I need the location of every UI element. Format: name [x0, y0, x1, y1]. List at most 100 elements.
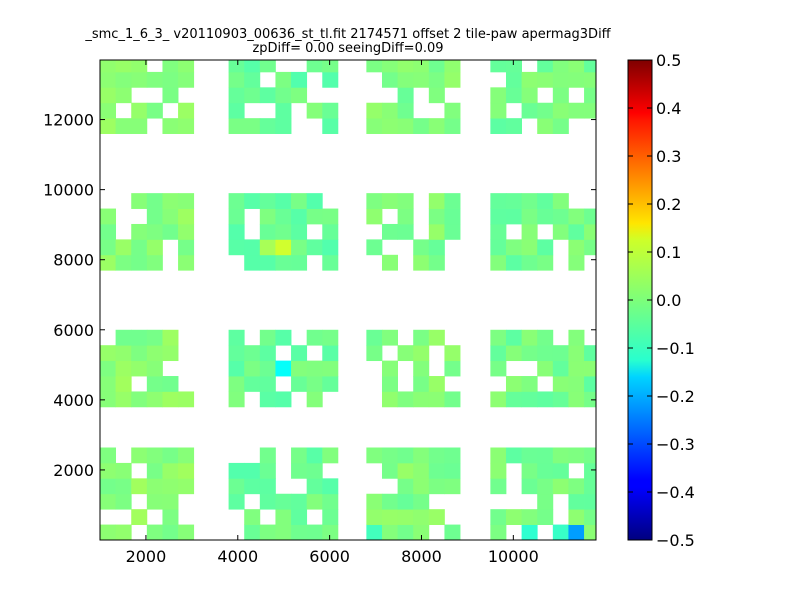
heatmap-cell [381, 360, 398, 377]
heatmap-cell [115, 239, 132, 256]
heatmap-cell [397, 509, 414, 525]
heatmap-cell [162, 391, 179, 408]
heatmap-cell [100, 87, 117, 104]
heatmap-cell [146, 345, 163, 362]
heatmap-cell [228, 223, 245, 240]
heatmap-cell [568, 345, 585, 362]
heatmap-cell [146, 360, 163, 377]
heatmap-cell [306, 102, 323, 119]
heatmap-cell [244, 524, 261, 540]
heatmap-cell [291, 239, 308, 256]
heatmap-cell [428, 87, 445, 104]
heatmap-cell [584, 71, 596, 88]
heatmap-cell [259, 345, 276, 362]
heatmap-cell [428, 478, 445, 495]
heatmap-cell [178, 239, 195, 256]
heatmap-cell [584, 447, 596, 464]
heatmap-cell [244, 87, 261, 104]
heatmap-cell [306, 360, 323, 377]
heatmap-cell [100, 254, 117, 271]
heatmap-cell [131, 223, 148, 240]
heatmap-cell [115, 360, 132, 377]
heatmap-cell [552, 462, 569, 479]
heatmap-cell [275, 329, 292, 346]
heatmap-cell [259, 208, 276, 225]
chart-title: _smc_1_6_3_ v20110903_00636_st_tl.fit 21… [84, 27, 611, 42]
heatmap-cell [568, 223, 585, 240]
heatmap-cell [306, 391, 323, 408]
colorbar-tick-label: −0.5 [656, 531, 695, 550]
heatmap-cell [275, 102, 292, 119]
heatmap-cell [244, 509, 261, 525]
heatmap-cell [397, 208, 414, 225]
colorbar-tick-label: 0.4 [656, 99, 681, 118]
heatmap-cell [413, 493, 430, 510]
heatmap-cell [306, 239, 323, 256]
heatmap-cell [275, 493, 292, 510]
heatmap-cell [552, 391, 569, 408]
heatmap-cell [397, 447, 414, 464]
heatmap-cell [228, 329, 245, 346]
heatmap-cell [397, 462, 414, 479]
heatmap-cell [521, 478, 538, 495]
heatmap-cell [178, 208, 195, 225]
heatmap-cell [162, 118, 179, 134]
y-axis: 2000 4000 6000 8000 10000 12000 [43, 111, 596, 480]
heatmap-cell [322, 208, 339, 225]
heatmap-cell [413, 360, 430, 377]
heatmap-cell [115, 71, 132, 88]
heatmap-cell [259, 376, 276, 392]
heatmap-cell [259, 254, 276, 271]
heatmap-cell [568, 208, 585, 225]
heatmap-cell [291, 493, 308, 510]
heatmap-cell [428, 329, 445, 346]
heatmap-cell [444, 391, 461, 408]
heatmap-cell [413, 60, 430, 73]
heatmap-cell [397, 102, 414, 119]
heatmap-cell [505, 87, 522, 104]
heatmap-cell [568, 509, 585, 525]
heatmap-cell [490, 239, 507, 256]
heatmap-cell [178, 462, 195, 479]
heatmap-cell [178, 478, 195, 495]
chart-subtitle: zpDiff= 0.00 seeingDiff=0.09 [252, 41, 443, 56]
heatmap-cell [552, 360, 569, 377]
heatmap-cell [381, 447, 398, 464]
heatmap-cell [178, 193, 195, 209]
heatmap-cell [259, 524, 276, 540]
heatmap-cell [162, 376, 179, 392]
heatmap-cell [521, 254, 538, 271]
heatmap-cell [490, 208, 507, 225]
heatmap-cell [228, 391, 245, 408]
heatmap-cell [521, 193, 538, 209]
heatmap-cell [413, 478, 430, 495]
heatmap-cell [115, 118, 132, 134]
heatmap-cell [428, 118, 445, 134]
y-tick-label: 10000 [43, 181, 94, 200]
heatmap-cell [413, 524, 430, 540]
heatmap-cell [490, 87, 507, 104]
heatmap-cell [162, 193, 179, 209]
heatmap-cell [322, 345, 339, 362]
heatmap-cell [228, 376, 245, 392]
heatmap-cell [444, 60, 461, 73]
heatmap-cell [244, 71, 261, 88]
y-tick-label: 4000 [53, 391, 94, 410]
heatmap-cell [490, 524, 507, 540]
heatmap-cell [521, 524, 538, 540]
heatmap-cell [162, 447, 179, 464]
heatmap-cell [568, 493, 585, 510]
heatmap-cell [428, 376, 445, 392]
heatmap-cell [444, 478, 461, 495]
x-tick-label: 4000 [217, 547, 258, 566]
heatmap-cell [100, 391, 117, 408]
heatmap-cell [521, 102, 538, 119]
heatmap-cell [366, 447, 383, 464]
heatmap-cell [568, 391, 585, 408]
heatmap-cell [537, 193, 554, 209]
heatmap-cell [131, 509, 148, 525]
heatmap-cell [521, 345, 538, 362]
heatmap-cell [115, 345, 132, 362]
heatmap-cell [381, 102, 398, 119]
heatmap-cell [228, 193, 245, 209]
